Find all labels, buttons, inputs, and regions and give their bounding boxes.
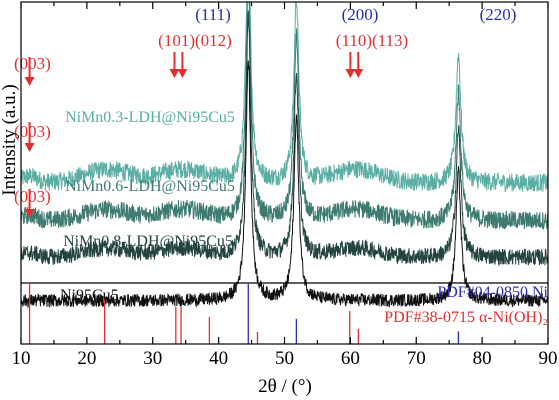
peak-arrow-0-head [169,69,180,78]
series-label-1: NiMn0.6-LDH@Ni95Cu5 [65,178,235,195]
arrow-003-c-head [24,209,35,218]
series-label-3: Ni95Cu5 [60,287,119,304]
series-line-1 [21,2,548,230]
peak-label-0: (111) [195,5,231,24]
arrow-003-a-head [24,77,35,86]
x-tick-label-4: 50 [275,348,294,369]
x-tick-label-5: 60 [341,348,360,369]
peak-label-3: (101)(012) [158,31,232,50]
peak-arrow-3-head [353,69,364,78]
peak-label-6: (003) [14,122,51,141]
x-tick-label-2: 30 [143,348,162,369]
arrow-003-b-head [24,143,35,152]
x-tick-label-7: 80 [473,348,492,369]
x-tick-label-8: 90 [539,348,558,369]
peak-label-2: (220) [480,5,517,24]
peak-arrow-1-head [177,69,188,78]
series-line-2 [21,10,548,267]
series-label-0: NiMn0.3-LDH@Ni95Cu5 [65,109,235,126]
x-tick-label-0: 10 [12,348,31,369]
ref-legend-0: PDF#04-0850 Ni [437,284,548,301]
x-tick-label-6: 70 [407,348,426,369]
series-line-3 [21,60,548,309]
y-axis-title: Intensity (a.u.) [0,84,20,195]
peak-label-5: (003) [14,54,51,73]
x-tick-label-1: 20 [77,348,96,369]
peak-label-1: (200) [342,5,379,24]
peak-label-7: (003) [14,187,51,206]
x-axis-title: 2θ / (°) [258,376,312,397]
series-label-2: NiMn0.8-LDH@Ni95Cu5 [63,233,233,250]
peak-arrow-2-head [345,69,356,78]
peak-label-4: (110)(113) [336,31,408,50]
x-tick-label-3: 40 [209,348,228,369]
series-line-0 [21,2,548,193]
ref-legend-1: PDF#38-0715 α-Ni(OH)₂ [384,309,548,326]
